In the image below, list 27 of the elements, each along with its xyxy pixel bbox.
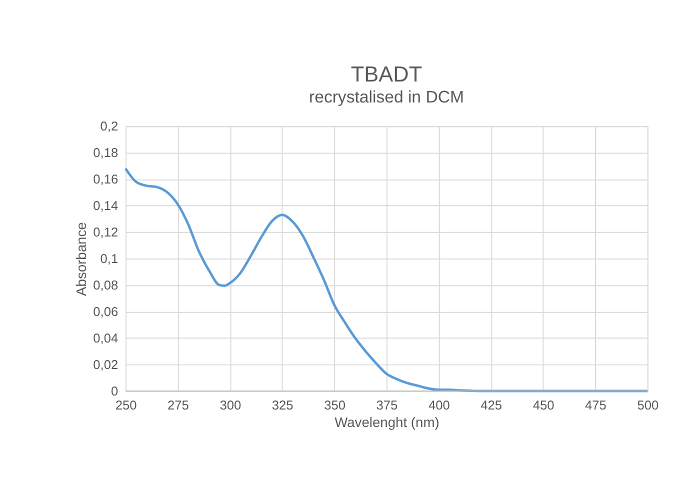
chart-title: TBADT [350, 62, 422, 87]
x-tick-label: 250 [115, 397, 137, 412]
y-tick-label: 0,14 [93, 198, 118, 214]
x-tick-label: 425 [480, 397, 502, 412]
y-tick-label: 0 [110, 383, 118, 398]
y-tick-label: 0,1 [100, 251, 118, 266]
x-tick-label: 275 [168, 397, 189, 412]
x-tick-label: 500 [637, 397, 659, 412]
y-tick-label: 0,02 [93, 356, 118, 372]
x-tick-label: 400 [428, 397, 450, 412]
y-tick-label: 0,2 [100, 118, 118, 134]
y-tick-label: 0,16 [93, 172, 118, 187]
x-tick-label: 325 [272, 397, 294, 412]
x-tick-label: 350 [324, 397, 346, 412]
y-tick-label: 0,18 [93, 145, 118, 160]
y-tick-label: 0,08 [93, 278, 118, 292]
y-tick-label: 0,12 [93, 224, 118, 240]
chart-subtitle: recrystalised in DCM [309, 87, 464, 106]
line-series [124, 167, 649, 392]
x-tick-label: 475 [585, 397, 606, 412]
y-axis-title: Absorbance [73, 222, 90, 296]
x-axis-title: Wavelenght (nm) [334, 414, 440, 430]
y-tick-label: 0,04 [93, 330, 118, 346]
x-tick-label: 450 [532, 397, 554, 412]
y-tick-label: 0,06 [93, 304, 118, 319]
x-tick-label: 300 [220, 397, 242, 412]
x-tick-label: 375 [376, 397, 398, 412]
